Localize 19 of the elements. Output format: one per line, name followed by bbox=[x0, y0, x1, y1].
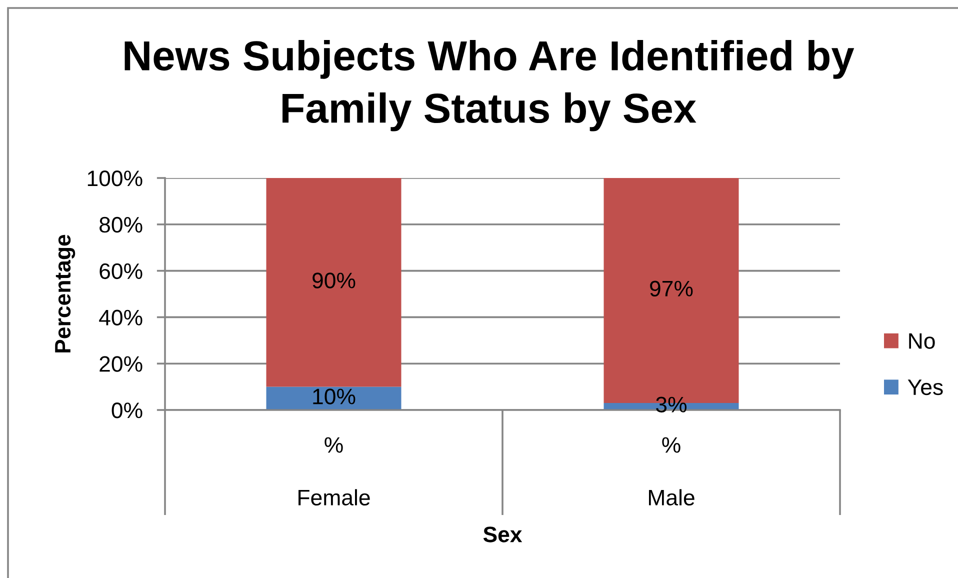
x-tick-label: Female bbox=[298, 489, 370, 506]
y-tick-label: 80% bbox=[100, 216, 142, 233]
text: % bbox=[324, 437, 343, 453]
chart-title: News Subjects Who Are Identified by Family Status by Sex bbox=[124, 40, 854, 132]
y-axis-title: Percentage bbox=[55, 234, 76, 352]
y-tick-label: 0% bbox=[112, 402, 142, 418]
data-label: 97% bbox=[650, 280, 693, 296]
text: % bbox=[662, 437, 680, 453]
legend-label: Yes bbox=[908, 380, 943, 396]
y-tick-label: 20% bbox=[100, 356, 142, 372]
legend-label: No bbox=[909, 333, 935, 349]
data-label: 10% bbox=[313, 388, 356, 404]
y-tick-label: 40% bbox=[99, 310, 142, 326]
data-label: 90% bbox=[312, 272, 356, 288]
x-tick-label: Male bbox=[648, 489, 694, 506]
bar bbox=[266, 178, 402, 387]
y-tick-label: 60% bbox=[100, 263, 142, 280]
y-tick-label: 100% bbox=[88, 170, 142, 186]
x-axis-title: Sex bbox=[483, 526, 522, 542]
